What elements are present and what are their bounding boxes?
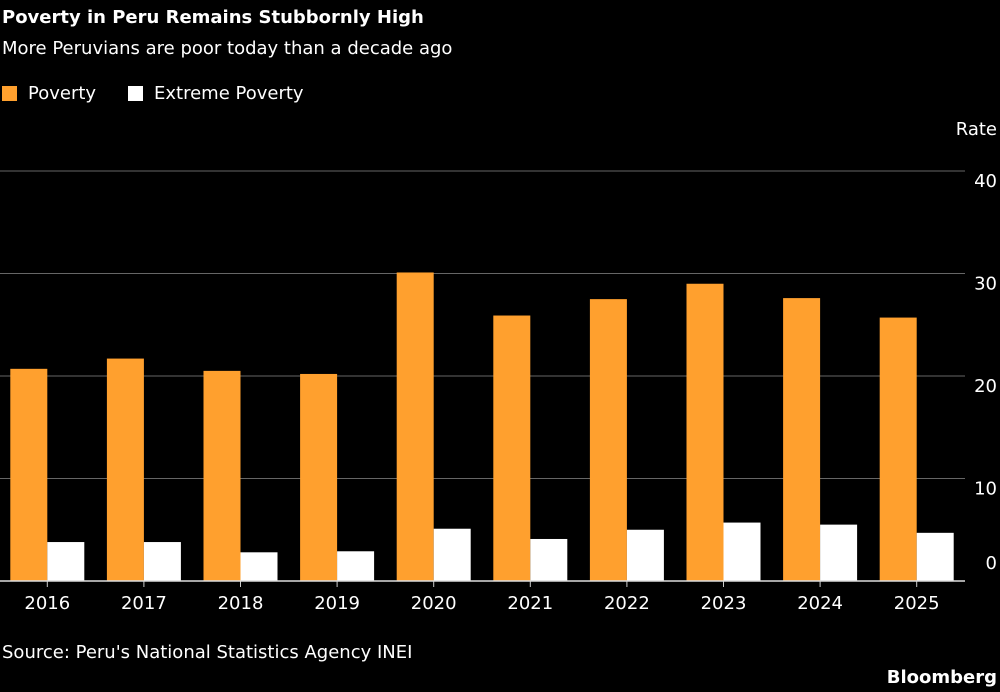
chart-title: Poverty in Peru Remains Stubbornly High [2,7,424,28]
x-tick-label: 2021 [507,593,553,614]
bar [723,522,761,581]
bar [820,524,858,581]
bar [433,528,471,581]
y-axis-label: Rate [956,119,997,140]
bar [240,552,278,581]
bar [879,317,917,581]
x-tick-label: 2016 [24,593,70,614]
legend-label: Poverty [28,83,96,104]
legend-label: Extreme Poverty [154,83,304,104]
bar [493,315,531,581]
bar [916,532,954,581]
x-tick-label: 2019 [314,593,360,614]
legend-swatch [2,86,17,101]
y-tick-label: 40 [974,171,997,192]
bar [337,551,375,581]
bar [203,370,241,581]
x-tick-label: 2020 [411,593,457,614]
x-tick-label: 2023 [701,593,747,614]
bar [47,542,85,581]
x-tick-label: 2024 [797,593,843,614]
bar [589,299,627,581]
bar [106,358,144,581]
bar [396,272,434,581]
y-tick-label: 20 [974,376,997,397]
bar [626,529,664,581]
bar [686,283,724,581]
bar [143,542,181,581]
y-tick-label: 30 [974,274,997,295]
x-tick-label: 2017 [121,593,167,614]
bar [783,298,821,581]
bar [300,373,338,581]
source: Source: Peru's National Statistics Agenc… [2,642,412,663]
credit: Bloomberg [887,667,997,688]
bar [10,368,48,581]
y-tick-label: 0 [986,553,997,574]
y-tick-label: 10 [974,479,997,500]
x-tick-label: 2025 [894,593,940,614]
bar [530,538,568,581]
chart-subtitle: More Peruvians are poor today than a dec… [2,38,452,59]
legend-swatch [128,86,143,101]
x-tick-label: 2018 [218,593,264,614]
x-tick-label: 2022 [604,593,650,614]
